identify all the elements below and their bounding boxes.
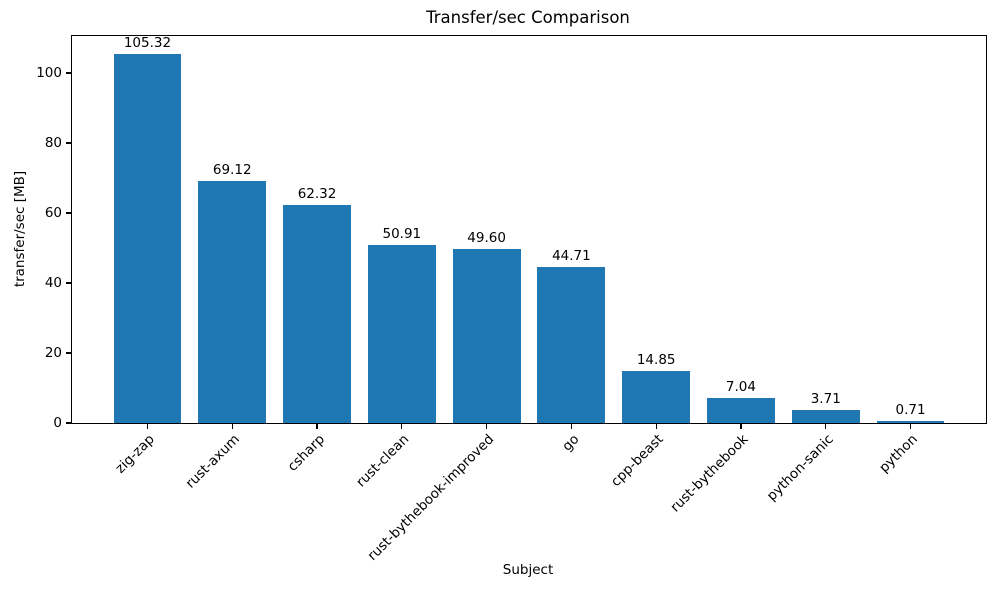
x-axis-label: Subject: [502, 562, 554, 578]
y-axis-label-wrap: transfer/sec [MB]: [10, 35, 30, 422]
x-tick-label: python: [876, 431, 922, 477]
x-tick: [570, 424, 573, 430]
y-axis-label: transfer/sec [MB]: [12, 170, 28, 287]
x-tick-label: rust-clean: [353, 431, 413, 491]
x-tick-label: rust-bythebook: [667, 431, 752, 516]
x-tick: [740, 424, 742, 430]
bar-value-label: 62.32: [297, 185, 337, 202]
bar: [367, 244, 436, 423]
x-tick: [909, 424, 912, 430]
y-tick-label: 20: [44, 345, 62, 362]
y-tick: [65, 422, 71, 424]
y-tick: [65, 352, 71, 354]
x-tick: [146, 424, 149, 430]
x-tick: [655, 424, 657, 430]
y-tick-label: 60: [44, 205, 62, 222]
x-tick-label: rust-axum: [182, 431, 243, 492]
bar: [283, 204, 351, 423]
y-tick-label: 100: [36, 65, 62, 82]
x-tick-label: zig-zap: [112, 431, 159, 477]
y-tick: [65, 282, 71, 284]
bar: [707, 398, 775, 423]
bar-value-label: 3.71: [810, 391, 841, 408]
bar: [537, 266, 606, 423]
bar-value-label: 0.71: [895, 401, 926, 418]
bar: [791, 410, 860, 423]
bar-value-label: 44.71: [552, 247, 591, 264]
x-tick: [316, 424, 318, 430]
x-tick: [231, 424, 233, 430]
chart-title: Transfer/sec Comparison: [426, 8, 630, 27]
y-tick-label: 40: [44, 275, 62, 292]
bar: [113, 54, 182, 423]
bar-value-label: 105.32: [123, 35, 172, 52]
x-tick-label: go: [558, 431, 582, 455]
bar-value-label: 14.85: [636, 352, 676, 369]
bar-value-label: 69.12: [212, 162, 252, 179]
x-tick: [401, 424, 403, 430]
bar-value-label: 7.04: [725, 379, 756, 396]
y-tick: [65, 72, 71, 74]
bar: [622, 371, 691, 423]
y-tick-label: 80: [44, 135, 62, 152]
x-tick-label: csharp: [284, 431, 328, 475]
bar: [876, 420, 945, 423]
y-tick-label: 0: [53, 415, 62, 431]
x-tick: [485, 424, 488, 430]
x-tick-label: python-sanic: [763, 431, 837, 505]
plot-area: 105.32 69.12 62.32 50.91 49.60 44.71 14.85 7.04…: [36, 35, 987, 564]
bar: [198, 181, 267, 423]
y-tick: [65, 142, 71, 144]
x-tick-label: cpp-beast: [608, 431, 667, 490]
bar: [452, 249, 521, 423]
y-tick: [65, 212, 71, 214]
x-tick: [825, 424, 827, 430]
bar-value-label: 50.91: [382, 225, 422, 242]
bar-value-label: 49.60: [467, 230, 506, 247]
